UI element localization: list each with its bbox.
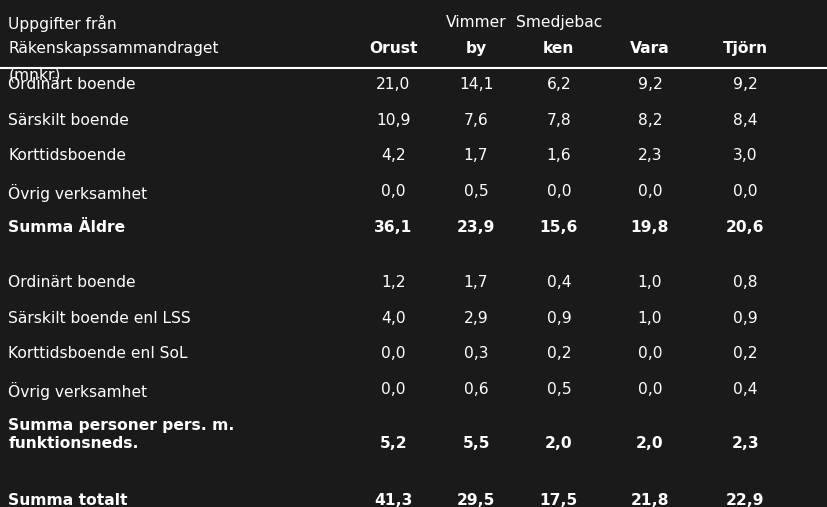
Text: 0,0: 0,0 [637, 382, 662, 397]
Text: Ordinärt boende: Ordinärt boende [8, 275, 136, 290]
Text: Korttidsboende: Korttidsboende [8, 148, 127, 163]
Text: Uppgifter från: Uppgifter från [8, 15, 117, 32]
Text: 0,2: 0,2 [732, 346, 757, 361]
Text: 7,6: 7,6 [463, 113, 488, 128]
Text: 0,0: 0,0 [380, 184, 405, 199]
Text: 0,8: 0,8 [732, 275, 757, 290]
Text: 0,0: 0,0 [732, 184, 757, 199]
Text: 4,0: 4,0 [380, 311, 405, 325]
Text: 2,0: 2,0 [544, 437, 572, 451]
Text: 3,0: 3,0 [732, 148, 757, 163]
Text: Vimmer: Vimmer [445, 15, 506, 30]
Text: Särskilt boende: Särskilt boende [8, 113, 129, 128]
Text: 15,6: 15,6 [539, 220, 577, 235]
Text: 9,2: 9,2 [732, 77, 757, 92]
Text: 2,3: 2,3 [730, 437, 758, 451]
Text: 36,1: 36,1 [374, 220, 412, 235]
Text: 0,9: 0,9 [732, 311, 757, 325]
Text: Vara: Vara [629, 41, 669, 56]
Text: 0,0: 0,0 [546, 184, 571, 199]
Text: 22,9: 22,9 [725, 493, 763, 507]
Text: 21,0: 21,0 [375, 77, 410, 92]
Text: 0,2: 0,2 [546, 346, 571, 361]
Text: Korttidsboende enl SoL: Korttidsboende enl SoL [8, 346, 188, 361]
Text: 0,0: 0,0 [380, 346, 405, 361]
Text: 0,3: 0,3 [463, 346, 488, 361]
Text: 0,9: 0,9 [546, 311, 571, 325]
Text: Tjörn: Tjörn [722, 41, 767, 56]
Text: 5,2: 5,2 [379, 437, 407, 451]
Text: 0,0: 0,0 [637, 346, 662, 361]
Text: 0,5: 0,5 [546, 382, 571, 397]
Text: Orust: Orust [369, 41, 417, 56]
Text: 8,4: 8,4 [732, 113, 757, 128]
Text: 2,3: 2,3 [637, 148, 662, 163]
Text: 14,1: 14,1 [458, 77, 493, 92]
Text: Övrig verksamhet: Övrig verksamhet [8, 382, 147, 400]
Text: by: by [465, 41, 486, 56]
Text: 4,2: 4,2 [380, 148, 405, 163]
Text: ken: ken [543, 41, 574, 56]
Text: 19,8: 19,8 [630, 220, 668, 235]
Text: 2,0: 2,0 [635, 437, 663, 451]
Text: (mnkr): (mnkr) [8, 67, 60, 83]
Text: 17,5: 17,5 [539, 493, 577, 507]
Text: 1,6: 1,6 [546, 148, 571, 163]
Text: 1,0: 1,0 [637, 275, 662, 290]
Text: 1,7: 1,7 [463, 148, 488, 163]
Text: funktionsneds.: funktionsneds. [8, 437, 139, 451]
Text: Smedjebac: Smedjebac [515, 15, 601, 30]
Text: 0,0: 0,0 [637, 184, 662, 199]
Text: 41,3: 41,3 [374, 493, 412, 507]
Text: 6,2: 6,2 [546, 77, 571, 92]
Text: Särskilt boende enl LSS: Särskilt boende enl LSS [8, 311, 191, 325]
Text: 8,2: 8,2 [637, 113, 662, 128]
Text: 5,5: 5,5 [461, 437, 490, 451]
Text: 1,0: 1,0 [637, 311, 662, 325]
Text: 29,5: 29,5 [457, 493, 495, 507]
Text: 2,9: 2,9 [463, 311, 488, 325]
Text: 21,8: 21,8 [630, 493, 668, 507]
Text: 7,8: 7,8 [546, 113, 571, 128]
Text: 0,6: 0,6 [463, 382, 488, 397]
Text: Ordinärt boende: Ordinärt boende [8, 77, 136, 92]
Text: 9,2: 9,2 [637, 77, 662, 92]
Text: 1,2: 1,2 [380, 275, 405, 290]
Text: 0,4: 0,4 [732, 382, 757, 397]
Text: 10,9: 10,9 [375, 113, 410, 128]
Text: 23,9: 23,9 [457, 220, 495, 235]
Text: Summa personer pers. m.: Summa personer pers. m. [8, 418, 234, 433]
Text: 0,4: 0,4 [546, 275, 571, 290]
Text: 20,6: 20,6 [725, 220, 763, 235]
Text: 0,0: 0,0 [380, 382, 405, 397]
Text: Summa totalt: Summa totalt [8, 493, 127, 507]
Text: 0,5: 0,5 [463, 184, 488, 199]
Text: Summa Äldre: Summa Äldre [8, 220, 125, 235]
Text: 1,7: 1,7 [463, 275, 488, 290]
Text: Övrig verksamhet: Övrig verksamhet [8, 184, 147, 202]
Text: Räkenskapssammandraget: Räkenskapssammandraget [8, 41, 218, 56]
